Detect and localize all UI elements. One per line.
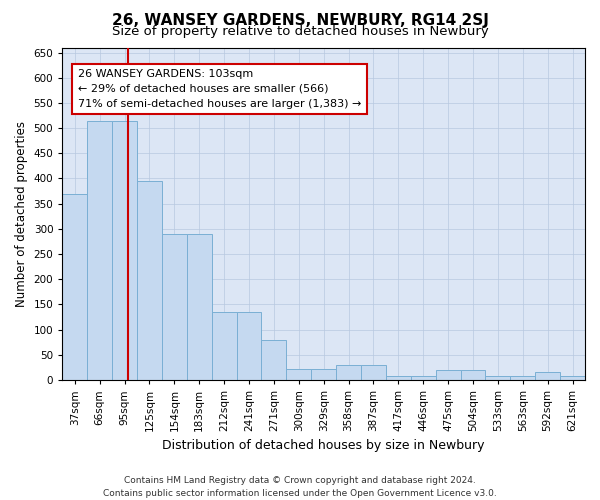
Bar	[535, 372, 560, 380]
Bar	[411, 376, 436, 380]
Bar	[62, 194, 87, 380]
Bar	[112, 120, 137, 380]
Y-axis label: Number of detached properties: Number of detached properties	[15, 121, 28, 307]
Text: 26, WANSEY GARDENS, NEWBURY, RG14 2SJ: 26, WANSEY GARDENS, NEWBURY, RG14 2SJ	[112, 12, 488, 28]
Bar	[187, 234, 212, 380]
Bar	[336, 365, 361, 380]
Bar	[386, 376, 411, 380]
Bar	[511, 376, 535, 380]
Bar	[311, 369, 336, 380]
Bar	[87, 120, 112, 380]
Bar	[560, 376, 585, 380]
Bar	[212, 312, 236, 380]
Text: 26 WANSEY GARDENS: 103sqm
← 29% of detached houses are smaller (566)
71% of semi: 26 WANSEY GARDENS: 103sqm ← 29% of detac…	[78, 69, 361, 108]
Bar	[436, 370, 461, 380]
Bar	[461, 370, 485, 380]
Bar	[236, 312, 262, 380]
Text: Size of property relative to detached houses in Newbury: Size of property relative to detached ho…	[112, 24, 488, 38]
Bar	[137, 181, 162, 380]
Bar	[286, 369, 311, 380]
Bar	[262, 340, 286, 380]
Bar	[162, 234, 187, 380]
Text: Contains HM Land Registry data © Crown copyright and database right 2024.
Contai: Contains HM Land Registry data © Crown c…	[103, 476, 497, 498]
Bar	[361, 365, 386, 380]
Bar	[485, 376, 511, 380]
X-axis label: Distribution of detached houses by size in Newbury: Distribution of detached houses by size …	[163, 440, 485, 452]
